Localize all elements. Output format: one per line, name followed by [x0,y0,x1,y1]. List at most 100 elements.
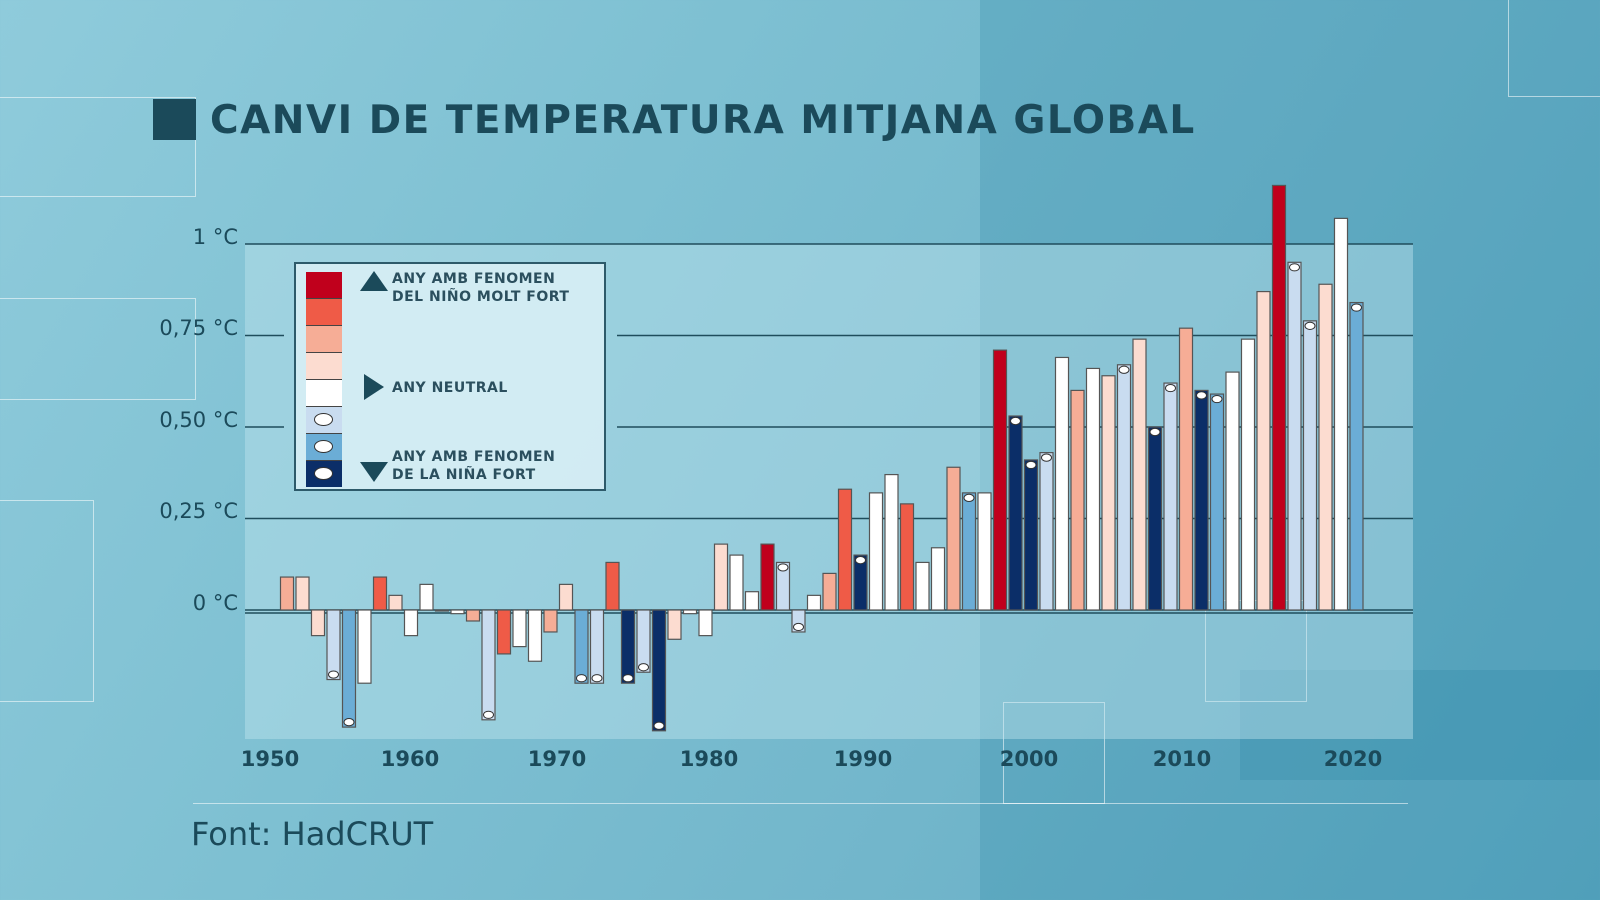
y-tick-label: 0,50 °C [159,408,238,432]
nina-marker-1974 [638,663,649,672]
bar-1990 [884,473,899,611]
decorative-frame [1508,0,1600,97]
nina-marker-2020 [1351,303,1362,312]
bar-1953 [310,609,326,637]
x-tick-label: 2010 [1152,747,1212,771]
nina-marker-2016 [1289,263,1300,272]
nina-marker-1973 [622,674,634,683]
decorative-frame [0,97,196,197]
legend-swatch-nino-moderate [306,326,342,353]
decorative-frame [0,298,196,400]
bar-1964 [481,609,496,721]
bar-1961 [434,609,450,612]
bar-2009 [1178,327,1194,611]
bar-1973 [620,609,636,684]
bar-1980 [729,554,744,611]
bar-1999 [1023,459,1039,611]
nina-marker-1984 [793,622,804,632]
nina-marker-2000 [1041,453,1052,462]
bar-1998 [1008,415,1023,611]
y-tick-label: 0 °C [192,591,238,615]
x-tick-label: 1970 [527,747,587,771]
bar-1968 [543,609,558,633]
circle-marker-icon [314,440,333,453]
legend-label-nina: ANY AMB FENOMEN DE LA NIÑA FORT [392,449,556,483]
nina-marker-2008 [1165,383,1176,393]
triangle-down-icon [360,462,388,482]
nina-marker-1964 [483,710,494,719]
bar-1974 [636,609,651,673]
bar-1989 [868,492,884,611]
bar-1986 [822,572,837,611]
bar-2015 [1271,184,1287,611]
bar-1951 [279,576,295,611]
bar-1981 [744,591,760,611]
bar-1970 [574,609,589,684]
page-title: CANVI DE TEMPERATURA MITJANA GLOBAL [210,98,1196,143]
bar-1996 [977,492,992,611]
y-tick-label: 0,25 °C [159,499,238,523]
bar-1955 [341,609,357,728]
x-tick-label: 1990 [833,747,893,771]
nina-marker-1998 [1010,416,1021,426]
nina-marker-1995 [963,493,975,502]
bar-2003 [1085,367,1101,611]
bar-1991 [899,503,915,611]
bar-2016 [1287,261,1302,611]
bar-1962 [450,609,465,615]
bar-2002 [1070,389,1085,611]
nina-marker-1999 [1025,460,1037,470]
legend-label-nino: ANY AMB FENOMEN DEL NIÑO MOLT FORT [392,271,570,305]
legend: ANY AMB FENOMEN DEL NIÑO MOLT FORT ANY NE… [294,262,606,491]
nina-marker-1975 [653,721,665,730]
nina-marker-1971 [591,674,603,683]
bar-2010 [1194,389,1209,611]
bar-1958 [388,594,403,611]
nina-marker-1988 [855,556,866,565]
y-tick-label: 1 °C [192,225,238,249]
legend-swatch-nino-strong [306,299,342,326]
legend-swatch-nino-weak [306,353,342,380]
bar-2007 [1147,426,1163,611]
bar-1993 [930,547,946,611]
circle-marker-icon [314,413,333,426]
circle-marker-icon [314,467,333,480]
nina-marker-1970 [576,674,587,683]
bar-1994 [946,466,961,611]
bar-1988 [853,554,868,611]
legend-swatch-nino-very-strong [306,272,342,299]
bar-1966 [512,609,527,648]
legend-label-neutral: ANY NEUTRAL [392,380,508,396]
x-tick-label: 1950 [240,747,300,771]
bar-1975 [651,609,667,732]
bar-1957 [372,576,388,611]
legend-swatch-nina-strong [306,461,342,487]
bar-2020 [1349,301,1364,611]
bar-1992 [915,561,930,611]
nina-marker-2010 [1196,391,1207,400]
bar-1976 [667,609,682,640]
bar-1979 [713,543,729,611]
bar-2014 [1256,290,1271,611]
bar-1971 [589,609,605,684]
legend-swatch-nina-weak [306,407,342,434]
bar-2017 [1302,320,1318,611]
bar-2013 [1240,338,1256,611]
bar-1969 [558,583,574,611]
bar-2004 [1101,375,1116,611]
nina-marker-1954 [328,670,339,679]
bar-2012 [1225,371,1240,611]
legend-swatch-nina-moderate [306,434,342,461]
x-tick-label: 1960 [380,747,440,771]
bar-2000 [1039,452,1054,611]
triangle-up-icon [360,271,388,291]
bar-2005 [1116,364,1132,611]
nina-marker-2017 [1304,321,1316,330]
y-tick-label: 0,75 °C [159,316,238,340]
triangle-right-icon [364,374,384,400]
bar-1959 [403,609,419,637]
bar-1972 [605,561,620,611]
bar-1983 [775,561,791,611]
bar-1985 [806,594,822,611]
